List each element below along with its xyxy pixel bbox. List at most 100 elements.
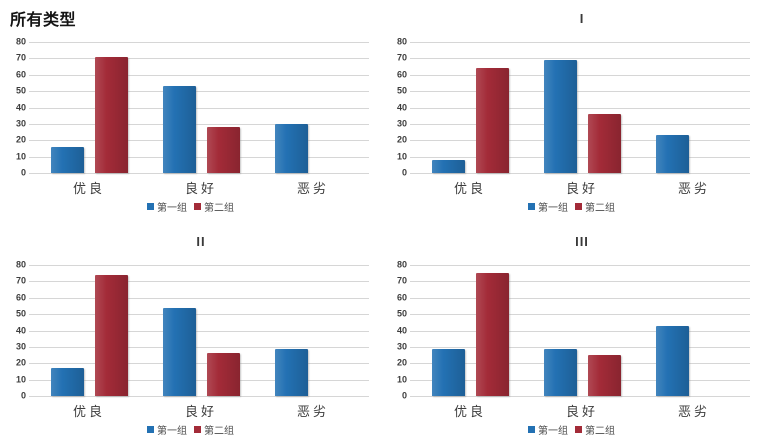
bar-group: [33, 42, 145, 173]
bar-groups: [33, 42, 369, 173]
gridline: [410, 363, 750, 365]
legend-item: 第一组: [147, 199, 187, 214]
x-axis-label: 优良: [72, 181, 105, 196]
gridline: [410, 396, 750, 397]
legend-swatch-series2: [575, 426, 582, 433]
bar-group: [414, 42, 526, 173]
legend-item: 第二组: [194, 199, 234, 214]
legend-item: 第二组: [575, 422, 615, 437]
gridline: [410, 74, 750, 76]
y-tick-label: 70: [15, 52, 26, 63]
plot-area: 0 10 20 30 40 50 60 70 80: [397, 37, 750, 177]
y-tick-label: 40: [396, 325, 407, 335]
x-axis-label: 优良: [453, 181, 486, 196]
legend-item: 第二组: [575, 199, 615, 214]
y-tick-label: 0: [20, 390, 26, 401]
bar-groups: [414, 42, 750, 173]
gridline: [410, 265, 750, 266]
bar-series1-cat3: [655, 325, 689, 396]
y-tick-label: 60: [15, 292, 26, 303]
gridline: [29, 173, 369, 174]
legend: 第一组 第二组: [12, 199, 369, 214]
gridline: [29, 123, 369, 125]
y-tick-label: 80: [15, 36, 26, 47]
y-tick-label: 30: [396, 341, 407, 352]
y-tick-label: 60: [15, 69, 26, 80]
legend: 第一组 第二组: [393, 422, 750, 437]
bar-group: [414, 265, 526, 396]
legend-swatch-series1: [147, 426, 154, 433]
x-axis-labels: 优良 良好 恶劣: [414, 401, 750, 420]
x-axis-label: 恶劣: [296, 404, 329, 419]
x-axis-labels: 优良 良好 恶劣: [33, 178, 369, 197]
bar-series1-cat3: [274, 123, 308, 173]
x-axis-labels: 优良 良好 恶劣: [414, 178, 750, 197]
gridline: [29, 140, 369, 142]
gridline: [410, 314, 750, 316]
bar-group: [33, 265, 145, 396]
legend-item: 第一组: [147, 422, 187, 437]
gridline: [29, 58, 369, 60]
bar-series2-cat2: [587, 114, 621, 173]
gridline: [410, 346, 750, 348]
bar-series2-cat1: [94, 56, 128, 173]
gridline: [29, 396, 369, 397]
legend-swatch-series1: [528, 203, 535, 210]
y-tick-label: 0: [20, 167, 26, 178]
bar-groups: [33, 265, 369, 396]
gridline: [410, 156, 750, 158]
y-tick-label: 20: [15, 134, 26, 145]
gridline: [410, 379, 750, 381]
legend-label: 第二组: [585, 203, 615, 214]
gridline: [29, 363, 369, 365]
bar-series1-cat1: [50, 368, 84, 396]
gridline: [29, 265, 369, 266]
y-tick-label: 50: [15, 308, 26, 319]
gridline: [410, 58, 750, 60]
gridline: [410, 140, 750, 142]
bar-group: [257, 42, 369, 173]
bar-series1-cat2: [162, 86, 196, 173]
gridline: [29, 156, 369, 158]
y-tick-label: 40: [396, 102, 407, 112]
x-axis-label: 优良: [453, 404, 486, 419]
y-tick-label: 80: [396, 259, 407, 270]
y-tick-label: 80: [396, 36, 407, 47]
y-tick-label: 20: [396, 134, 407, 145]
legend-swatch-series1: [147, 203, 154, 210]
gridline: [29, 107, 369, 109]
legend-item: 第二组: [194, 422, 234, 437]
legend-label: 第二组: [204, 426, 234, 437]
y-tick-label: 60: [396, 69, 407, 80]
legend-swatch-series1: [528, 426, 535, 433]
y-tick-label: 30: [15, 341, 26, 352]
chart-i: I 0 10 20 30 40 50 60 70 80 优良 良好 恶劣 第一组 第二组: [381, 0, 762, 223]
chart-title: III: [575, 234, 589, 249]
bar-series2-cat2: [206, 127, 240, 173]
plot-area: 0 10 20 30 40 50 60 70 80: [16, 37, 369, 177]
gridline: [410, 173, 750, 174]
bar-series2-cat2: [206, 353, 240, 396]
gridline: [29, 379, 369, 381]
bar-series2-cat2: [587, 355, 621, 396]
y-tick-label: 10: [396, 151, 407, 162]
x-axis-labels: 优良 良好 恶劣: [33, 401, 369, 420]
y-tick-label: 10: [396, 374, 407, 385]
gridline: [29, 314, 369, 316]
gridline: [29, 91, 369, 93]
bar-group: [638, 42, 750, 173]
y-tick-label: 50: [396, 308, 407, 319]
chart-title: I: [579, 11, 585, 26]
x-axis-label: 恶劣: [677, 181, 710, 196]
legend-label: 第二组: [585, 426, 615, 437]
bar-series2-cat1: [475, 68, 509, 173]
bar-series1-cat2: [162, 307, 196, 396]
bar-group: [526, 42, 638, 173]
gridline: [29, 330, 369, 332]
x-axis-label: 良好: [565, 404, 598, 419]
legend-swatch-series2: [194, 426, 201, 433]
legend: 第一组 第二组: [12, 422, 369, 437]
bar-series1-cat1: [431, 159, 465, 173]
x-axis-label: 优良: [72, 404, 105, 419]
y-tick-label: 20: [396, 357, 407, 368]
